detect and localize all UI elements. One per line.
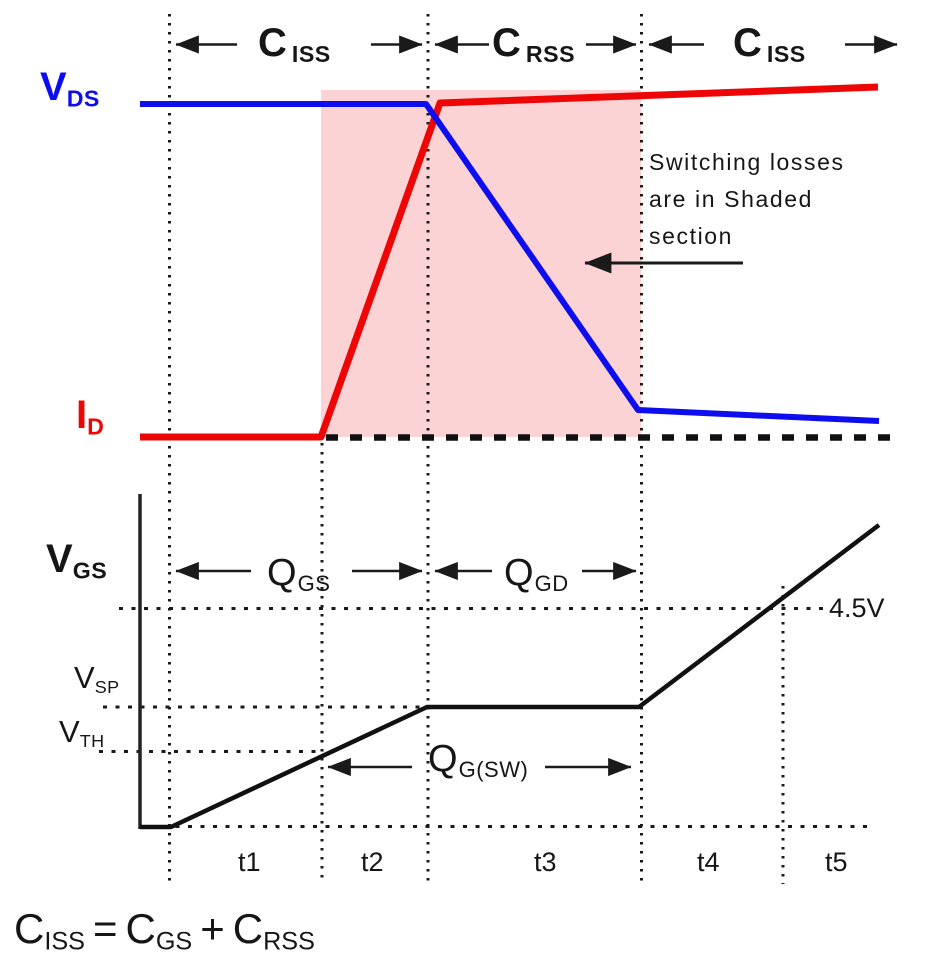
vsp-sub: SP <box>94 677 120 698</box>
qgsw-label: QG(SW) <box>428 740 528 781</box>
crss-main: C <box>492 21 521 65</box>
vgs-sub: GS <box>72 557 108 584</box>
id-sub: D <box>87 413 105 440</box>
t5-interval-label: t5 <box>825 847 848 877</box>
qgs-sub: GS <box>297 571 331 597</box>
qgs-label: QGS <box>267 554 330 595</box>
formula-c3: C <box>232 905 264 952</box>
t2-interval-label: t2 <box>361 847 384 877</box>
formula-equals: = <box>92 905 118 952</box>
vgs-voltage-curve <box>140 523 881 830</box>
4v5-level-label: 4.5V <box>829 593 885 623</box>
formula-c2: C <box>125 905 156 952</box>
id-current-curve <box>140 83 879 441</box>
formula-plus: + <box>200 905 225 952</box>
ciss-right-sub: ISS <box>766 41 806 68</box>
switching-losses-note: Switching losses are in Shaded section <box>649 149 845 249</box>
qgd-sub: GD <box>534 571 569 597</box>
vsp-level-label: VSP <box>74 662 120 696</box>
vth-sub: TH <box>79 731 105 752</box>
formula-s2: GS <box>155 927 193 956</box>
ciss-left-sub: ISS <box>291 41 331 68</box>
t4-interval-label: t4 <box>697 847 720 877</box>
qgsw-sub: G(SW) <box>458 757 529 783</box>
vth-level-label: VTH <box>59 716 105 750</box>
id-main: I <box>76 393 88 437</box>
formula-s3: RSS <box>263 927 315 956</box>
qgd-label: QGD <box>504 554 569 595</box>
vds-sub: DS <box>66 85 100 112</box>
formula-s1: ISS <box>44 927 85 956</box>
id-signal-label: ID <box>76 395 104 439</box>
vds-main: V <box>40 65 67 109</box>
vth-main: V <box>59 714 80 749</box>
crss-label: C RSS <box>492 23 575 67</box>
ciss-right-label: C ISS <box>733 23 806 67</box>
time-boundary-dotted-lines <box>168 14 785 884</box>
vds-signal-label: VDS <box>40 67 100 111</box>
crss-sub: RSS <box>525 41 576 68</box>
ciss-left-main: C <box>258 21 287 65</box>
qgd-main: Q <box>504 552 534 594</box>
qgsw-main: Q <box>428 738 458 780</box>
vsp-main: V <box>74 660 95 695</box>
t1-interval-label: t1 <box>238 847 261 877</box>
qgs-main: Q <box>267 552 297 594</box>
ciss-left-label: C ISS <box>258 23 331 67</box>
ciss-right-main: C <box>733 21 762 65</box>
formula-c1: C <box>14 905 45 952</box>
ciss-formula: CISS = CGS + CRSS <box>14 908 315 955</box>
vgs-main: V <box>46 537 73 581</box>
vgs-signal-label: VGS <box>46 539 107 583</box>
vds-voltage-curve <box>140 101 880 424</box>
t3-interval-label: t3 <box>534 847 557 877</box>
